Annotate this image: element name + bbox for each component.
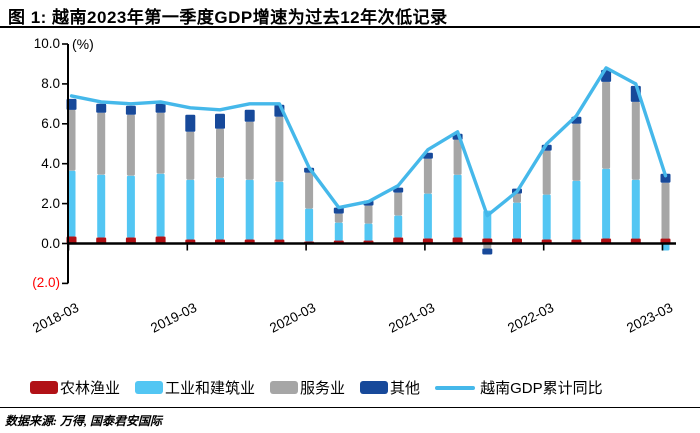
bar-segment-2021-12 [512, 238, 522, 244]
bar-segment-2022-12 [630, 238, 641, 244]
title-underline [0, 26, 700, 28]
legend-swatch [270, 381, 299, 394]
bar-segment-2019-09 [244, 109, 255, 122]
bar-segment-2020-12 [394, 215, 403, 238]
bar-segment-2022-06 [572, 123, 581, 181]
bar-segment-2022-06 [572, 180, 581, 240]
bar-segment-2019-06 [216, 177, 224, 240]
y-tick-label: (2.0) [32, 275, 60, 291]
bar-segment-2018-12 [156, 173, 165, 237]
legend-item: 越南GDP累计同比 [435, 377, 603, 398]
y-tick-label: 2.0 [41, 195, 60, 211]
legend-label: 工业和建筑业 [165, 380, 256, 397]
bar-segment-2021-03 [423, 193, 432, 239]
legend-swatch [30, 381, 58, 394]
bar-segment-2022-12 [631, 101, 640, 180]
bar-segment-2021-06 [452, 237, 463, 244]
bar-segment-2020-03 [305, 208, 314, 242]
bar-segment-2020-03 [305, 172, 314, 209]
bar-segment-2018-06 [97, 174, 106, 238]
gdp-line [69, 66, 668, 218]
bar-segment-2021-03 [422, 238, 433, 244]
bar-segment-2019-12 [275, 116, 284, 182]
bar-segment-2020-06 [334, 213, 343, 223]
bar-segment-2023-03 [661, 182, 670, 239]
bar-segment-2021-09 [482, 248, 493, 255]
legend-swatch [135, 381, 164, 394]
bar-segment-2021-06 [453, 139, 462, 175]
bar-segment-2019-03 [186, 131, 195, 180]
bar-segment-2018-06 [96, 103, 107, 113]
bar-segment-2019-06 [215, 113, 225, 129]
bar-segment-2019-09 [245, 179, 254, 240]
bar-segment-2019-06 [216, 128, 224, 178]
bar-segment-2018-09 [126, 175, 135, 238]
bar-segment-2021-09 [483, 243, 492, 249]
bar-segment-2019-03 [185, 114, 196, 132]
y-axis-unit-label: (%) [72, 36, 94, 52]
legend-swatch [360, 381, 389, 394]
bar-segment-2022-09 [602, 81, 611, 169]
bar-segment-2021-12 [513, 202, 521, 239]
bar-segment-2018-09 [125, 237, 136, 244]
bar-segment-2021-03 [423, 158, 432, 194]
bar-segment-2019-12 [275, 181, 284, 240]
bar-segment-2018-03 [67, 170, 76, 237]
legend-item: 其他 [360, 377, 420, 398]
y-tick-label: 8.0 [41, 75, 60, 91]
legend-line-sample [435, 385, 476, 390]
bar-segment-2021-12 [513, 193, 521, 203]
bar-segment-2018-06 [96, 237, 107, 244]
bar-segment-2020-09 [364, 223, 373, 241]
legend-label: 越南GDP累计同比 [480, 380, 603, 397]
figure-title: 图 1: 越南2023年第一季度GDP增速为过去12年次低记录 [8, 8, 448, 27]
y-tick-label: 4.0 [41, 155, 60, 171]
chart-svg [62, 43, 676, 285]
bar-segment-2019-09 [245, 121, 254, 180]
legend-item: 农林渔业 [30, 377, 120, 398]
bar-segment-2020-12 [394, 192, 403, 216]
bar-segment-2021-06 [453, 174, 462, 238]
bar-segment-2022-09 [601, 238, 612, 244]
y-tick-label: 10.0 [33, 36, 60, 51]
source-divider [0, 407, 700, 408]
bar-segment-2021-09 [483, 210, 492, 239]
y-tick-label: 0.0 [41, 235, 60, 251]
bar-segment-2018-09 [126, 114, 135, 176]
bar-segment-2021-09 [482, 238, 493, 244]
legend-label: 服务业 [300, 380, 346, 397]
legend-item: 工业和建筑业 [135, 377, 255, 398]
bar-segment-2020-09 [364, 205, 373, 224]
bar-segment-2018-03 [67, 109, 76, 171]
legend: 农林渔业 工业和建筑业 服务业 其他 越南GDP累计同比 [30, 377, 690, 398]
legend-label: 农林渔业 [60, 380, 121, 397]
bar-segment-2020-12 [393, 237, 404, 244]
bar-segment-2018-09 [125, 105, 136, 115]
bar-segment-2020-06 [333, 207, 344, 214]
bar-segment-2023-03 [660, 173, 671, 183]
bar-segment-2022-03 [542, 194, 551, 240]
y-tick-label: 6.0 [41, 115, 60, 131]
bar-segment-2018-12 [155, 236, 166, 244]
bar-segment-2022-09 [602, 168, 611, 239]
bar-segment-2019-03 [186, 179, 195, 240]
source-text: 数据来源: 万得, 国泰君安国际 [5, 414, 162, 428]
legend-item: 服务业 [270, 377, 345, 398]
bar-segment-2023-03 [660, 238, 671, 244]
bar-segment-2020-06 [334, 222, 343, 241]
bar-segment-2022-12 [631, 179, 640, 239]
bar-segment-2018-06 [97, 112, 106, 175]
bar-segment-2023-03 [661, 243, 670, 251]
bar-segment-2022-03 [542, 150, 551, 195]
gdp-chart: (%) 10.0 8.0 6.0 4.0 2.0 0.0 (2.0) 2018-03 2019… [30, 36, 676, 336]
legend-label: 其他 [390, 380, 421, 397]
bar-segment-2018-12 [156, 112, 165, 174]
bar-segment-2018-12 [155, 103, 166, 113]
